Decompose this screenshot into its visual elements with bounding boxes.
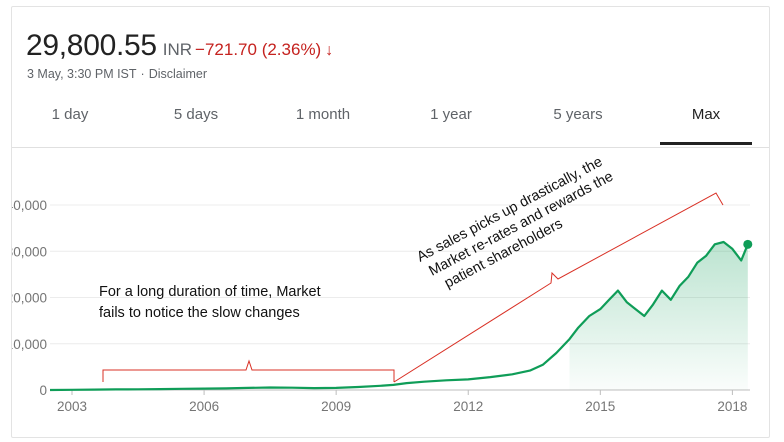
x-tick-label: 2012 [453, 399, 483, 414]
tab-1-year[interactable]: 1 year [430, 106, 472, 123]
y-tick-label: 40,000 [12, 198, 47, 213]
left-brace [102, 359, 395, 382]
range-tabs: 1 day 5 days 1 month 1 year 5 years Max [12, 93, 769, 148]
y-tick-label: 0 [39, 383, 47, 398]
y-tick-label: 20,000 [12, 291, 47, 306]
price-line [49, 240, 749, 392]
disclaimer-link[interactable]: Disclaimer [148, 67, 208, 81]
timestamp: 3 May, 3:30 PM IST [27, 67, 137, 81]
y-tick-label: 10,000 [12, 337, 47, 352]
latest-price-marker [743, 239, 753, 249]
right-annotation-text: As sales picks up drastically, the Marke… [414, 151, 628, 298]
annotation-left: For a long duration of time, Market fail… [99, 284, 395, 382]
x-tick-label: 2015 [585, 399, 615, 414]
y-tick-label: 30,000 [12, 244, 47, 259]
x-tick-label: 2018 [717, 399, 747, 414]
quote-header: 29,800.55 INR −721.70 (2.36%) ↓ [26, 29, 333, 63]
right-brace [393, 192, 724, 383]
tab-1-month[interactable]: 1 month [295, 106, 351, 123]
y-axis-ticks: 0 10,000 20,000 30,000 40,000 [12, 198, 47, 398]
x-tick-label: 2003 [57, 399, 87, 414]
separator: · [140, 67, 145, 81]
tab-1-day[interactable]: 1 day [51, 106, 89, 123]
tab-max[interactable]: Max [660, 93, 752, 145]
price-change: −721.70 (2.36%) [195, 40, 322, 59]
price-value: 29,800.55 [26, 29, 157, 62]
quote-meta: 3 May, 3:30 PM IST · Disclaimer [27, 67, 207, 81]
left-annotation-text: For a long duration of time, Market fail… [99, 284, 325, 321]
price-area-fill [569, 242, 748, 390]
tab-5-years[interactable]: 5 years [553, 106, 603, 123]
currency-label: INR [162, 40, 193, 59]
x-tick-label: 2009 [321, 399, 351, 414]
arrow-down-icon: ↓ [325, 42, 334, 59]
x-axis-ticks: 2003 2006 2009 2012 2015 2018 [57, 390, 747, 414]
x-tick-label: 2006 [189, 399, 219, 414]
tab-5-days[interactable]: 5 days [173, 106, 219, 123]
stock-card: 29,800.55 INR −721.70 (2.36%) ↓ 3 May, 3:30… [11, 6, 770, 438]
